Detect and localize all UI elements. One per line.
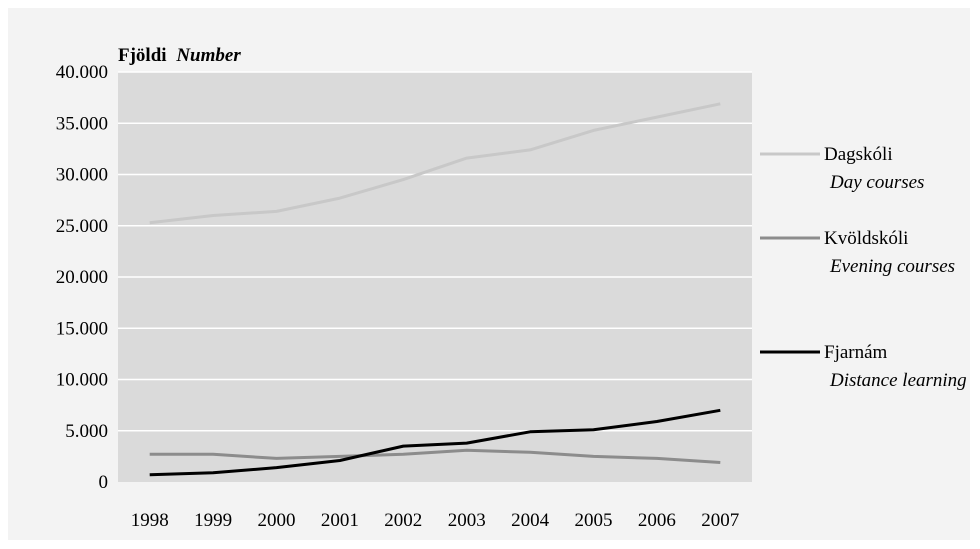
x-tick-label: 1998 xyxy=(131,510,169,531)
y-tick-label: 40.000 xyxy=(56,62,108,83)
y-tick-label: 10.000 xyxy=(56,370,108,391)
legend-label: Fjarnám xyxy=(824,342,888,363)
x-tick-label: 2004 xyxy=(511,510,550,531)
series-line-1 xyxy=(149,448,721,464)
x-tick-label: 2001 xyxy=(321,510,359,531)
x-axis-ticks: 1998 1999 2000 2001 2002 2003 2004 2005 2006 2007 xyxy=(131,510,740,531)
y-tick-label: 20.000 xyxy=(56,267,108,288)
y-tick-label: 30.000 xyxy=(56,165,108,186)
legend: Dagskóli Day courses Kvöldskóli Evening cou… xyxy=(760,144,967,391)
y-axis-ticks: 0 5.000 10.000 15.000 20.000 25.000 30.000 35.0… xyxy=(56,62,108,493)
series-lines xyxy=(149,102,721,477)
y-tick-label: 0 xyxy=(99,472,109,493)
legend-sublabel: Evening courses xyxy=(829,256,955,277)
gridlines xyxy=(118,71,752,432)
x-tick-label: 2007 xyxy=(701,510,739,531)
x-tick-label: 1999 xyxy=(194,510,232,531)
y-tick-label: 5.000 xyxy=(65,421,108,442)
y-axis-label: Fjöldi Number xyxy=(118,45,241,66)
x-tick-label: 2006 xyxy=(638,510,676,531)
series-line-2 xyxy=(149,408,721,477)
y-axis-label-is: Fjöldi xyxy=(118,45,167,66)
x-tick-label: 2000 xyxy=(258,510,296,531)
series-line-0 xyxy=(149,102,721,225)
y-tick-label: 35.000 xyxy=(56,113,108,134)
x-tick-label: 2003 xyxy=(448,510,486,531)
legend-sublabel: Day courses xyxy=(829,172,924,193)
y-axis-label-en: Number xyxy=(175,45,241,66)
chart-frame: 0 5.000 10.000 15.000 20.000 25.000 30.000 35.0… xyxy=(8,8,970,540)
legend-sublabel: Distance learning xyxy=(829,370,967,391)
line-chart: 0 5.000 10.000 15.000 20.000 25.000 30.000 35.0… xyxy=(56,45,967,531)
x-tick-label: 2005 xyxy=(575,510,613,531)
legend-label: Dagskóli xyxy=(824,144,893,165)
y-tick-label: 25.000 xyxy=(56,216,108,237)
x-tick-label: 2002 xyxy=(384,510,422,531)
y-tick-label: 15.000 xyxy=(56,318,108,339)
legend-label: Kvöldskóli xyxy=(824,228,908,249)
